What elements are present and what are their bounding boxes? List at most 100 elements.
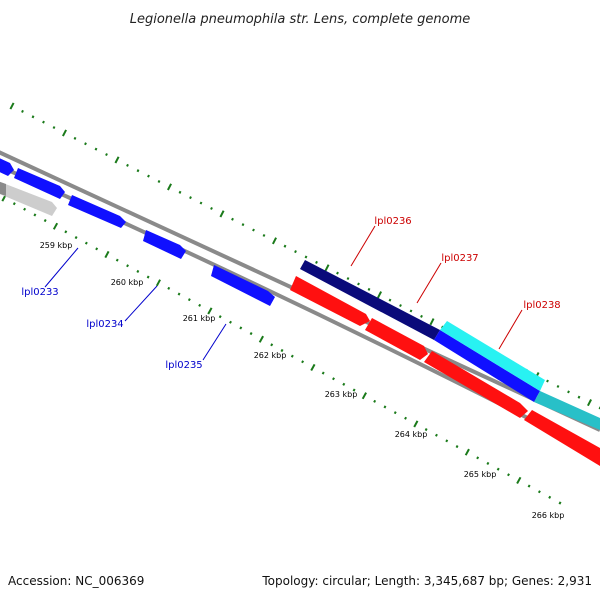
outer-tick-5 (62, 129, 67, 137)
gene-arrow-lpl0233-a[interactable] (14, 168, 65, 199)
outer-tick-33 (357, 282, 360, 286)
inner-tick-34 (352, 388, 356, 392)
inner-tick-1 (12, 202, 16, 206)
leader-line-lpl0234 (124, 285, 158, 322)
outer-tick-8 (94, 147, 98, 151)
outer-tick-1 (21, 109, 24, 113)
outer-tick-4 (52, 126, 56, 130)
outer-tick-34 (367, 287, 371, 291)
outer-tick-36 (388, 298, 392, 302)
outer-tick-23 (252, 228, 255, 232)
outer-tick-10 (114, 156, 120, 164)
inner-tick-30 (310, 363, 316, 371)
gene-label-lpl0237[interactable]: lpl0237 (441, 253, 478, 264)
inner-tick-46 (476, 456, 480, 460)
inner-tick-17 (177, 292, 181, 296)
gene-arrow-grey-dark[interactable] (0, 180, 6, 196)
outer-tick-13 (147, 174, 150, 178)
gene-arrow-lpl0233[interactable] (68, 195, 126, 228)
gene-bar-red-2[interactable] (365, 318, 428, 360)
outer-tick-35 (377, 291, 382, 299)
outer-tick-40 (429, 318, 435, 326)
reverse-strand-genes (290, 276, 600, 466)
inner-tick-12 (126, 264, 129, 268)
outer-tick-26 (283, 244, 287, 248)
outer-tick-54 (577, 395, 581, 399)
inner-tick-48 (496, 467, 500, 471)
outer-tick-2 (31, 115, 35, 119)
outer-tick-16 (178, 190, 182, 194)
genome-summary-text: Topology: circular; Length: 3,345,687 bp… (261, 574, 592, 588)
inner-tick-19 (198, 303, 202, 307)
inner-tick-6 (64, 230, 68, 234)
inner-tick-7 (74, 236, 78, 240)
outer-tick-53 (567, 390, 570, 394)
inner-tick-36 (373, 399, 377, 403)
outer-tick-11 (126, 163, 129, 167)
gene-arrow-grey[interactable] (0, 180, 57, 216)
outer-tick-6 (73, 136, 77, 140)
gene-arrow-lpl0235[interactable] (211, 265, 275, 306)
ruler-label-260: 260 kbp (111, 278, 144, 287)
gene-bar-red-4[interactable] (524, 410, 600, 466)
outer-tick-22 (241, 223, 245, 227)
inner-tick-13 (136, 269, 140, 273)
outer-tick-9 (105, 153, 108, 157)
accession-text: Accession: NC_006369 (8, 574, 144, 588)
outer-tick-19 (210, 206, 213, 210)
inner-tick-14 (146, 275, 150, 279)
gene-bar-lpl0237-cyan[interactable] (440, 321, 545, 391)
ruler-label-262: 262 kbp (254, 351, 287, 360)
inner-tick-8 (84, 241, 88, 245)
outer-tick-30 (324, 264, 330, 272)
ruler-labels: 259 kbp 260 kbp 261 kbp 262 kbp 263 kbp … (40, 241, 565, 520)
gene-label-lpl0234[interactable]: lpl0234 (86, 319, 123, 330)
inner-tick-3 (33, 213, 37, 217)
inner-tick-42 (435, 433, 438, 437)
gene-bar-red-1[interactable] (290, 276, 370, 326)
gene-bar-lpl0237[interactable] (434, 330, 540, 402)
gene-label-lpl0233[interactable]: lpl0233 (21, 287, 58, 298)
leader-line-lpl0237 (416, 262, 442, 304)
inner-tick-32 (332, 377, 335, 381)
ruler-label-259: 259 kbp (40, 241, 73, 250)
outer-tick-27 (294, 250, 297, 254)
outer-tick-31 (336, 271, 339, 275)
outer-tick-14 (157, 179, 161, 184)
gene-bar-lpl0236[interactable] (300, 260, 440, 340)
inner-tick-54 (558, 501, 562, 505)
inner-tick-15 (155, 279, 161, 287)
gene-arrow-lpl0234[interactable] (143, 230, 186, 259)
gene-label-lpl0235[interactable]: lpl0235 (165, 360, 202, 371)
forward-strand-genes (0, 156, 275, 306)
leader-line-lpl0233 (44, 247, 79, 288)
ruler-label-261: 261 kbp (183, 314, 216, 323)
inner-tick-33 (342, 382, 346, 386)
gene-arrow-lpl0232[interactable] (0, 156, 14, 176)
map-title: Legionella pneumophila str. Lens, comple… (130, 12, 471, 27)
ruler-label-263: 263 kbp (325, 390, 358, 399)
inner-tick-37 (383, 405, 387, 409)
inner-tick-35 (361, 392, 367, 400)
gene-bar-red-3[interactable] (424, 351, 528, 418)
inner-tick-45 (464, 448, 470, 456)
gene-label-lpl0238[interactable]: lpl0238 (523, 300, 560, 311)
outer-tick-18 (199, 201, 203, 205)
inner-tick-2 (23, 207, 27, 211)
inner-tick-41 (424, 428, 428, 432)
ruler-label-266: 266 kbp (532, 511, 565, 520)
leader-line-lpl0236 (350, 225, 376, 267)
leader-line-lpl0238 (498, 309, 523, 350)
outer-tick-28 (304, 255, 308, 259)
inner-tick-16 (167, 286, 171, 290)
gene-bar-lpl0238[interactable] (534, 391, 600, 430)
ruler-label-265: 265 kbp (464, 470, 497, 479)
gene-label-lpl0236[interactable]: lpl0236 (374, 216, 411, 227)
inner-tick-28 (290, 354, 294, 358)
inner-tick-53 (548, 495, 552, 499)
outer-tick-21 (231, 217, 234, 221)
inner-tick-26 (270, 343, 274, 347)
outer-tick-7 (84, 142, 87, 146)
leader-line-lpl0235 (202, 323, 227, 361)
inner-tick-24 (249, 332, 253, 336)
